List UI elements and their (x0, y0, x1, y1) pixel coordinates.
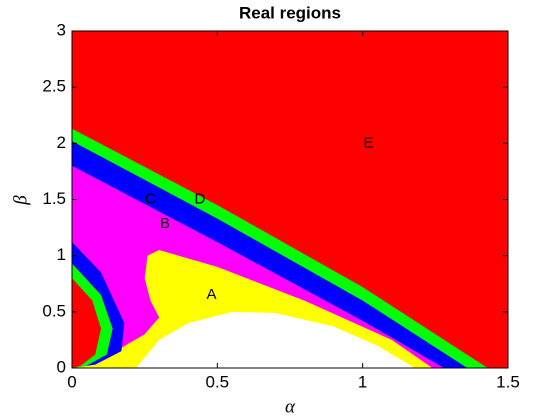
region (72, 278, 102, 368)
annotation: D (194, 190, 205, 207)
y-tick-label: 1 (57, 245, 66, 264)
y-tick-label: 2 (57, 133, 66, 152)
annotation: A (207, 286, 217, 303)
annotation: E (363, 134, 373, 151)
y-tick-label: 0.5 (42, 301, 66, 320)
x-tick-label: 0.5 (206, 372, 230, 391)
y-tick-label: 1.5 (42, 189, 66, 208)
y-tick-label: 2.5 (42, 77, 66, 96)
y-tick-label: 3 (57, 20, 66, 39)
y-axis-label: β (10, 195, 31, 206)
annotation: C (145, 190, 156, 207)
chart-title: Real regions (239, 3, 341, 22)
annotation: B (160, 215, 170, 232)
x-axis-label: α (285, 396, 296, 417)
x-tick-label: 0 (67, 372, 76, 391)
x-tick-label: 1 (358, 372, 367, 391)
y-tick-label: 0 (57, 357, 66, 376)
x-tick-label: 1.5 (496, 372, 520, 391)
region (135, 311, 415, 368)
